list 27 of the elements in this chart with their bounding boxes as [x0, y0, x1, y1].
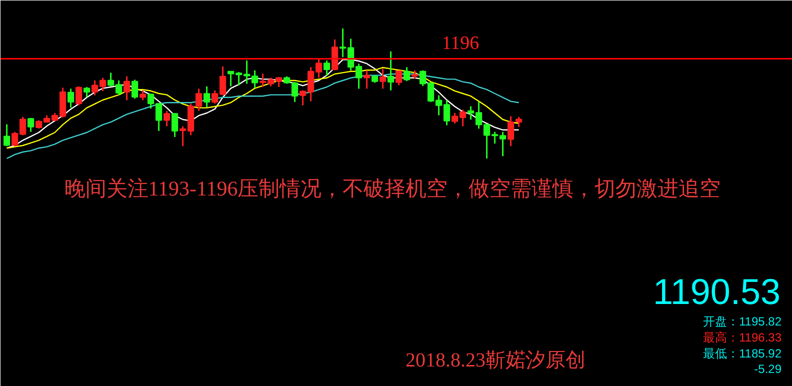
text: 2018.8.23靳婼汐原创: [406, 350, 586, 372]
candlestick: [364, 70, 370, 90]
candlestick: [124, 76, 130, 102]
annotation: 1196: [442, 33, 480, 54]
candlestick: [140, 90, 146, 102]
candlestick: [252, 70, 258, 89]
candlestick: [332, 38, 338, 72]
candlestick: [172, 112, 178, 138]
candlestick: [204, 86, 210, 108]
text: 最低：1185.92: [703, 346, 782, 360]
candlestick: [84, 86, 90, 98]
text: 1190.53: [653, 271, 781, 312]
text: 晚间关注1193-1196压制情况，不破择机空，做空需谨慎，切勿激进追空: [64, 176, 721, 200]
text: 开盘：1195.82: [703, 314, 782, 328]
candlestick: [4, 124, 10, 147]
candlestick: [324, 60, 330, 76]
candlestick: [132, 78, 138, 100]
candlestick: [28, 117, 34, 133]
candlestick: [68, 88, 74, 108]
candlestick: [404, 66, 410, 82]
candlestick: [164, 110, 170, 128]
candlestick: [76, 86, 82, 106]
text: 最高：1196.33: [703, 330, 782, 344]
candlestick: [388, 50, 394, 92]
candlestick: [396, 70, 402, 86]
text: -5.29: [754, 362, 782, 376]
candlestick: [380, 68, 386, 90]
